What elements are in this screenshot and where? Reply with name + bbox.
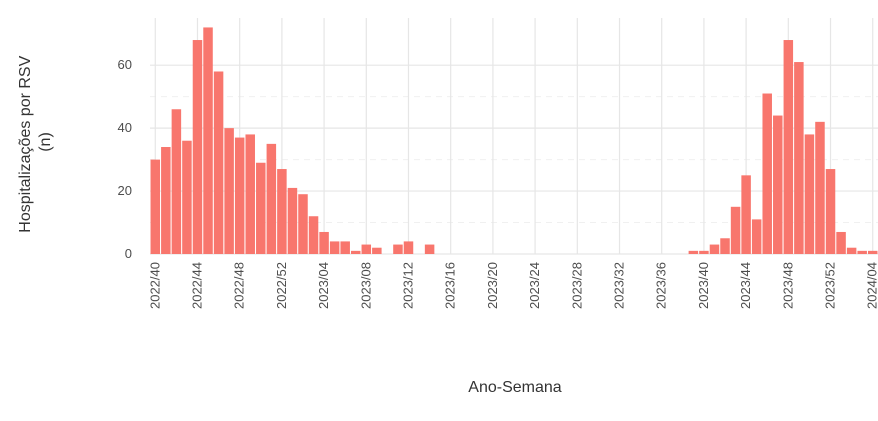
bar-2023-40 <box>699 250 709 254</box>
bar-2022-41 <box>161 147 171 254</box>
bar-2023-01 <box>287 187 298 254</box>
bar-2023-08 <box>361 244 372 254</box>
x-tick-label: 2023/48 <box>780 262 795 309</box>
x-tick-label: 2022/48 <box>232 262 247 309</box>
y-axis-title-line-2: (n) <box>37 132 54 152</box>
x-axis-title: Ano-Semana <box>468 379 561 396</box>
x-tick-labels: 2022/40 2022/44 2022/48 2022/52 2023/04 2023/… <box>147 262 878 309</box>
bar-2022-42 <box>171 109 182 254</box>
bar-2023-45 <box>751 219 762 254</box>
bar-2023-04 <box>319 231 329 254</box>
y-tick-label: 60 <box>118 57 132 72</box>
x-tick-label: 2023/24 <box>527 262 542 309</box>
bar-2022-50 <box>256 162 266 254</box>
y-tick-label: 0 <box>125 246 132 261</box>
bar-2023-42 <box>720 238 730 254</box>
bar-2023-41 <box>709 244 720 254</box>
x-tick-label: 2023/32 <box>612 262 627 309</box>
bar-2023-39 <box>688 250 699 254</box>
bar-2024-04 <box>867 250 878 254</box>
bar-2022-51 <box>266 143 277 254</box>
x-tick-label: 2022/52 <box>274 262 289 309</box>
bar-2023-46 <box>762 93 772 255</box>
y-axis-title: Hospitalizações por RSV (n) <box>17 51 54 232</box>
bar-2024-01 <box>836 231 846 254</box>
bar-2023-09 <box>372 247 382 254</box>
bar-2023-51 <box>815 121 825 254</box>
bar-2023-06 <box>340 241 350 254</box>
bar-2022-40 <box>150 159 161 254</box>
bar-2023-52 <box>825 169 836 254</box>
bar-2023-48 <box>783 40 794 254</box>
x-tick-label: 2024/04 <box>865 262 878 309</box>
bar-2022-48 <box>234 137 245 254</box>
bar-2022-52 <box>277 169 287 254</box>
x-tick-label: 2023/40 <box>696 262 711 309</box>
bar-2023-11 <box>393 244 403 254</box>
bar-2022-43 <box>182 140 192 254</box>
y-tick-label: 40 <box>118 120 132 135</box>
bar-2023-43 <box>730 206 741 254</box>
bar-2023-07 <box>350 250 361 254</box>
bar-2023-49 <box>794 62 804 254</box>
bar-2023-02 <box>298 194 308 254</box>
x-tick-label: 2023/20 <box>485 262 500 309</box>
x-tick-label: 2023/36 <box>654 262 669 309</box>
bar-2023-12 <box>403 241 414 254</box>
x-tick-label: 2023/12 <box>400 262 415 309</box>
bar-2023-50 <box>804 134 815 254</box>
x-tick-label: 2022/44 <box>189 262 204 309</box>
bars-group <box>150 27 878 255</box>
bar-2023-44 <box>741 175 751 254</box>
x-tick-label: 2023/16 <box>443 262 458 309</box>
bar-2024-03 <box>857 250 867 254</box>
x-tick-label: 2023/08 <box>358 262 373 309</box>
x-tick-label: 2023/28 <box>569 262 584 309</box>
bar-2023-14 <box>424 244 435 254</box>
bar-2023-05 <box>329 241 340 254</box>
y-tick-labels: 0 20 40 60 <box>118 57 132 261</box>
bar-2022-47 <box>224 128 234 254</box>
bar-2023-47 <box>773 115 783 254</box>
bar-2022-46 <box>213 71 224 255</box>
bar-2022-49 <box>245 134 255 254</box>
bar-2022-44 <box>192 40 203 254</box>
x-tick-label: 2022/40 <box>147 262 162 309</box>
bar-2022-45 <box>203 27 213 254</box>
x-tick-label: 2023/04 <box>316 262 331 309</box>
y-tick-label: 20 <box>118 183 132 198</box>
bar-2023-03 <box>308 216 319 254</box>
y-axis-title-line-1: Hospitalizações por RSV <box>17 55 34 232</box>
x-tick-label: 2023/52 <box>823 262 838 309</box>
x-tick-label: 2023/44 <box>738 262 753 309</box>
bar-2024-02 <box>846 247 857 254</box>
